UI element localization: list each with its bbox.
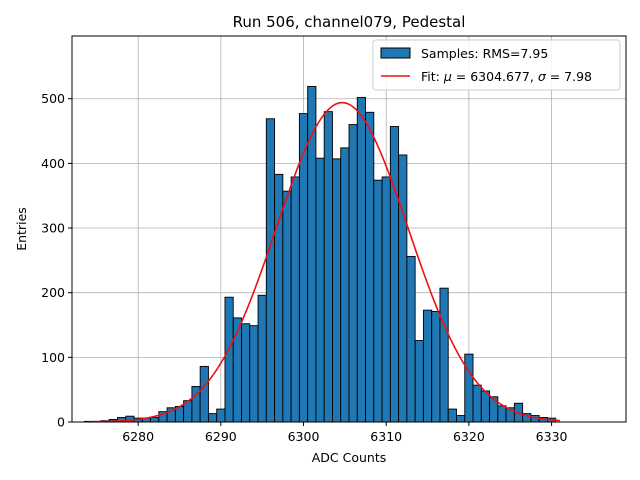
y-tick-label: 500 xyxy=(41,91,65,106)
histogram-bar xyxy=(356,96,366,423)
histogram-bar xyxy=(381,176,391,423)
legend-fit-mid: = 6304.677, xyxy=(452,69,538,84)
histogram-bar xyxy=(373,179,383,423)
legend-label-fit: Fit: μ = 6304.677, σ = 7.98 xyxy=(421,69,592,84)
legend-fit-sigma-symbol: σ xyxy=(538,69,547,84)
x-tick-label: 6320 xyxy=(453,429,485,444)
x-tick-label: 6330 xyxy=(536,429,568,444)
histogram-bar xyxy=(389,126,400,423)
chart-title: Run 506, channel079, Pedestal xyxy=(233,13,466,31)
legend: Samples: RMS=7.95 Fit: μ = 6304.677, σ =… xyxy=(372,39,621,91)
histogram-bar xyxy=(439,287,449,423)
histogram-bar xyxy=(290,176,300,423)
y-tick-label: 300 xyxy=(41,221,65,236)
histogram-bar xyxy=(241,323,251,423)
histogram-bar xyxy=(282,190,292,423)
gaussian-fit-curve xyxy=(88,101,560,423)
histogram-bar xyxy=(207,413,218,423)
x-tick-label: 6300 xyxy=(288,429,320,444)
histogram-bar xyxy=(257,294,267,423)
histogram-bar xyxy=(348,124,358,423)
legend-box xyxy=(372,39,621,91)
y-tick-label: 0 xyxy=(57,415,65,430)
legend-swatch-samples xyxy=(380,47,411,59)
histogram-bar xyxy=(340,147,350,423)
histogram-bar xyxy=(216,408,226,423)
histogram-bar xyxy=(249,325,259,423)
x-tick-label: 6280 xyxy=(122,429,154,444)
legend-fit-suffix: = 7.98 xyxy=(546,69,592,84)
y-tick-label: 100 xyxy=(41,350,65,365)
legend-fit-mu-symbol: μ xyxy=(443,69,452,84)
histogram-bar xyxy=(265,118,276,423)
histogram-bars xyxy=(83,85,557,423)
y-axis-label: Entries xyxy=(14,207,29,251)
legend-fit-prefix: Fit: xyxy=(421,69,444,84)
histogram-bar xyxy=(472,384,482,423)
histogram-bar xyxy=(422,309,433,423)
x-tick-label: 6290 xyxy=(205,429,237,444)
histogram-bar xyxy=(464,353,474,423)
histogram-bar xyxy=(365,111,375,423)
histogram-bar xyxy=(398,154,408,423)
y-axis-ticks: 0 100 200 300 400 500 xyxy=(41,91,72,430)
histogram-bar xyxy=(315,157,325,423)
histogram-bar xyxy=(497,405,507,423)
histogram-bar xyxy=(480,390,491,423)
x-tick-label: 6310 xyxy=(370,429,402,444)
legend-label-samples: Samples: RMS=7.95 xyxy=(421,46,548,61)
y-tick-label: 200 xyxy=(41,285,65,300)
y-tick-label: 400 xyxy=(41,156,65,171)
x-axis-label: ADC Counts xyxy=(312,450,387,465)
histogram-bar xyxy=(150,417,160,423)
histogram-bar xyxy=(232,317,242,423)
histogram-bar xyxy=(307,85,317,423)
histogram-bar xyxy=(323,111,333,423)
x-axis-ticks: 6280 6290 6300 6310 6320 6330 xyxy=(122,422,568,444)
histogram-bar xyxy=(199,365,209,423)
histogram-bar xyxy=(406,256,416,423)
histogram-bar xyxy=(431,310,441,423)
plot-frame xyxy=(71,35,627,423)
histogram-bar xyxy=(414,340,424,423)
histogram-bar xyxy=(224,296,234,423)
histogram-bar xyxy=(456,415,466,423)
histogram-bar xyxy=(447,408,457,423)
histogram-bar xyxy=(332,158,342,423)
